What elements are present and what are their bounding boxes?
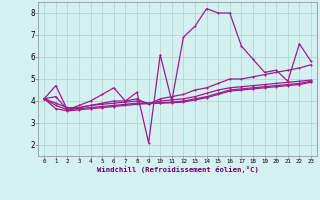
X-axis label: Windchill (Refroidissement éolien,°C): Windchill (Refroidissement éolien,°C) bbox=[97, 166, 259, 173]
